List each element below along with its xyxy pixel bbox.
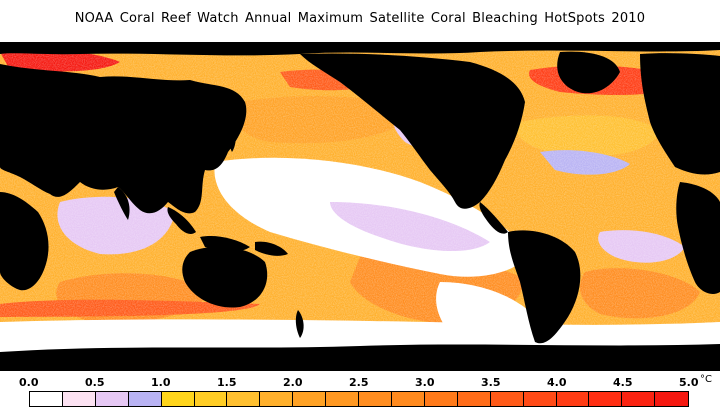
colorbar-unit: °C bbox=[700, 374, 712, 385]
colorbar-swatch bbox=[622, 392, 656, 406]
colorbar-swatch bbox=[293, 392, 327, 406]
hotspot-world-map bbox=[0, 42, 720, 371]
colorbar-swatch bbox=[194, 392, 228, 406]
tick-label-4: 2.0 bbox=[283, 376, 303, 389]
colorbar-swatch bbox=[391, 392, 425, 406]
colorbar-swatch bbox=[95, 392, 129, 406]
colorbar-swatch bbox=[490, 392, 524, 406]
tick-label-1: 0.5 bbox=[85, 376, 105, 389]
tick-label-5: 2.5 bbox=[349, 376, 369, 389]
colorbar-swatch bbox=[260, 392, 294, 406]
tick-label-7: 3.5 bbox=[481, 376, 501, 389]
colorbar-tick-labels: 0.0 0.5 1.0 1.5 2.0 2.5 3.0 3.5 4.0 4.5 … bbox=[0, 374, 720, 391]
tick-label-6: 3.0 bbox=[415, 376, 435, 389]
colorbar-swatch bbox=[589, 392, 623, 406]
tick-label-3: 1.5 bbox=[217, 376, 237, 389]
colorbar-swatch bbox=[457, 392, 491, 406]
colorbar-swatch bbox=[424, 392, 458, 406]
colorbar-swatch bbox=[30, 392, 63, 406]
colorbar-swatch bbox=[326, 392, 360, 406]
tick-label-9: 4.5 bbox=[613, 376, 633, 389]
tick-label-0: 0.0 bbox=[19, 376, 39, 389]
tick-label-10: 5.0 bbox=[679, 376, 699, 389]
colorbar-swatch bbox=[556, 392, 590, 406]
tick-label-2: 1.0 bbox=[151, 376, 171, 389]
colorbar-swatch bbox=[655, 392, 689, 406]
colorbar-swatch bbox=[128, 392, 162, 406]
colorbar-swatch bbox=[359, 392, 392, 406]
colorbar-swatch bbox=[523, 392, 557, 406]
colorbar bbox=[29, 391, 689, 407]
tick-label-8: 4.0 bbox=[547, 376, 567, 389]
land-masses bbox=[0, 42, 720, 371]
colorbar-swatch bbox=[62, 392, 96, 406]
colorbar-swatch bbox=[161, 392, 195, 406]
colorbar-swatch bbox=[227, 392, 261, 406]
map-title: NOAA Coral Reef Watch Annual Maximum Sat… bbox=[74, 11, 646, 26]
